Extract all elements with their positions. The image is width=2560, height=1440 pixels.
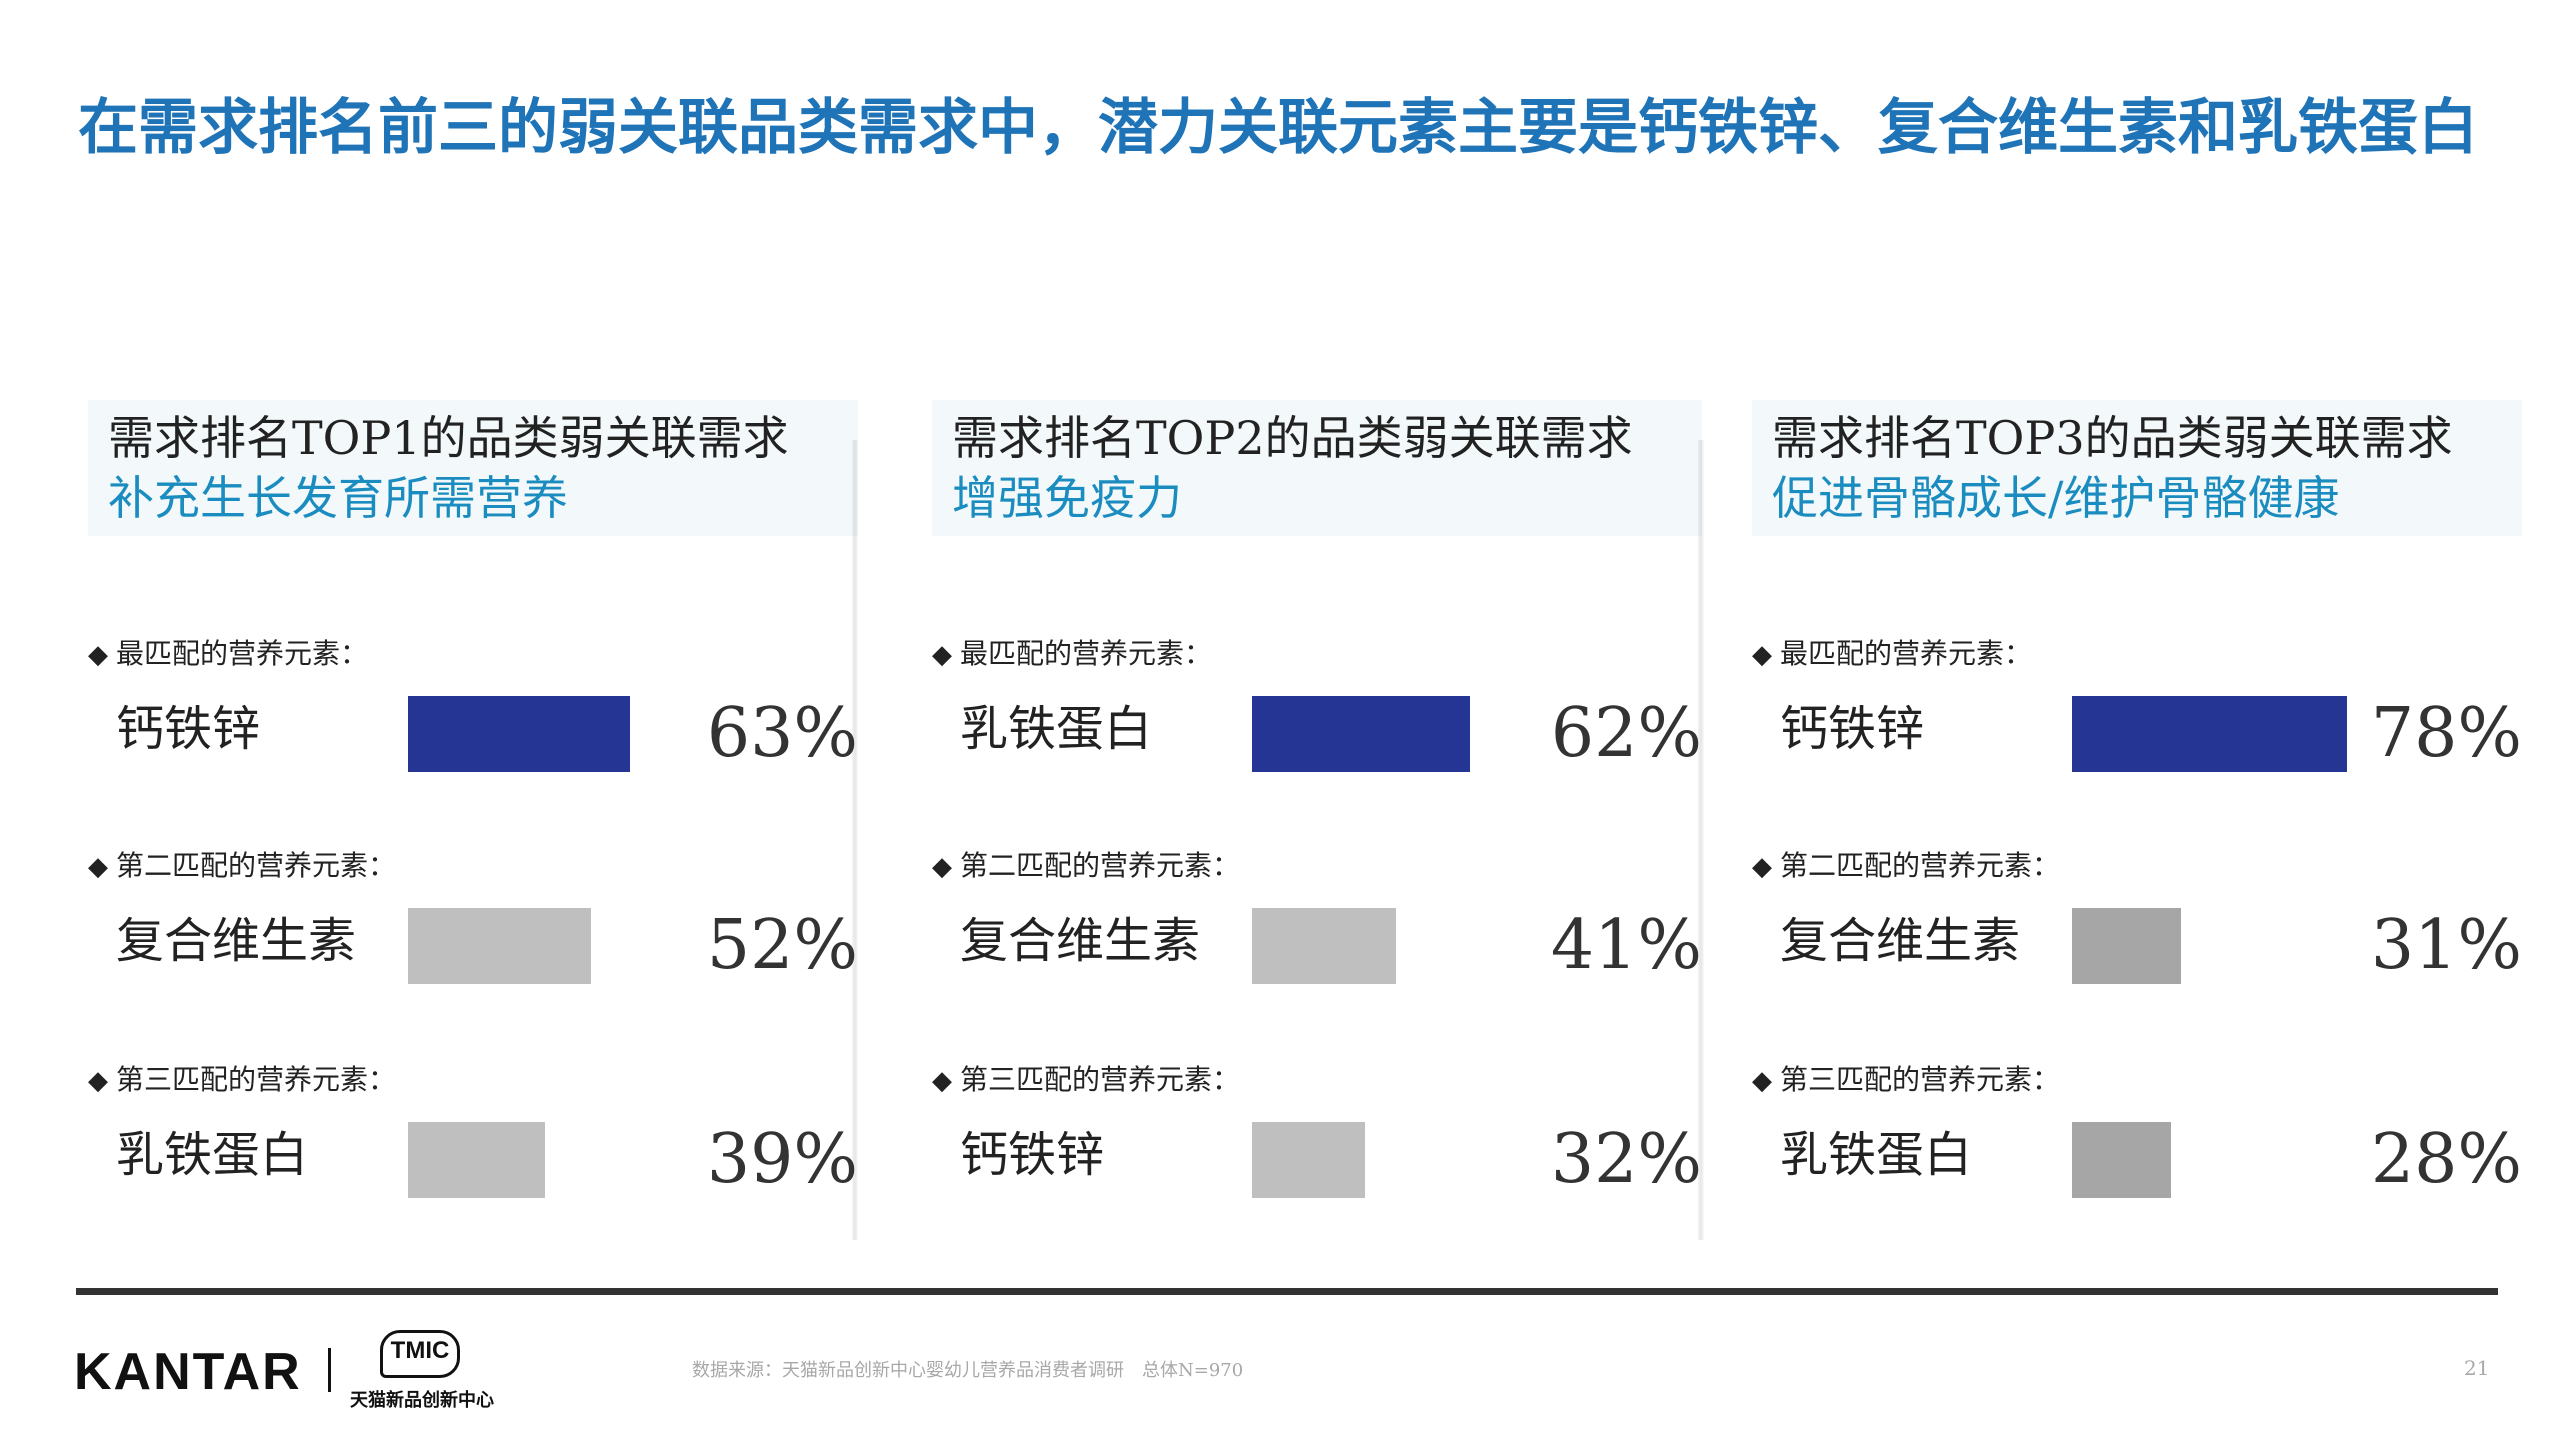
value-bar xyxy=(2072,908,2181,984)
rank-label: ◆ 最匹配的营养元素： xyxy=(1752,634,2032,675)
panel-divider xyxy=(1698,440,1704,1240)
value-label: 28% xyxy=(2370,1120,2522,1199)
panel-subtitle: 补充生长发育所需营养 xyxy=(108,471,568,525)
chart-row: ◆ 最匹配的营养元素： 乳铁蛋白 62% xyxy=(922,634,1742,844)
rank-label: ◆ 第三匹配的营养元素： xyxy=(1752,1060,2060,1101)
rank-label-text: 第三匹配的营养元素： xyxy=(116,1063,397,1096)
kantar-logo: KANTAR xyxy=(74,1343,302,1401)
tmic-logo-icon: TMIC xyxy=(380,1330,460,1378)
chart-row: ◆ 最匹配的营养元素： 钙铁锌 78% xyxy=(1742,634,2560,844)
rank-label-text: 最匹配的营养元素： xyxy=(1780,637,2033,670)
footer-rule xyxy=(76,1288,2498,1295)
value-label: 41% xyxy=(1550,906,1702,985)
rank-label: ◆ 第二匹配的营养元素： xyxy=(1752,846,2060,887)
value-bar xyxy=(2072,1122,2171,1198)
value-bar xyxy=(1252,696,1470,772)
chart-row: ◆ 第三匹配的营养元素： 钙铁锌 32% xyxy=(922,1060,1742,1270)
value-bar xyxy=(1252,908,1396,984)
value-label: 63% xyxy=(706,694,858,773)
diamond-bullet-icon: ◆ xyxy=(932,852,952,882)
chart-panel-3: 需求排名TOP3的品类弱关联需求 促进骨骼成长/维护骨骼健康 ◆ 最匹配的营养元素： 钙… xyxy=(1742,400,2560,1250)
chart-panel-2: 需求排名TOP2的品类弱关联需求 增强免疫力 ◆ 最匹配的营养元素： 乳铁蛋白 62% ◆ 第… xyxy=(922,400,1742,1250)
nutrient-name: 乳铁蛋白 xyxy=(960,701,1153,757)
chart-row: ◆ 第二匹配的营养元素： 复合维生素 41% xyxy=(922,846,1742,1056)
value-label: 39% xyxy=(706,1120,858,1199)
value-label: 78% xyxy=(2370,694,2522,773)
value-label: 32% xyxy=(1550,1120,1702,1199)
page-title: 在需求排名前三的弱关联品类需求中，潜力关联元素主要是钙铁锌、复合维生素和乳铁蛋白 xyxy=(78,93,2478,163)
value-label: 62% xyxy=(1550,694,1702,773)
panel-header: 需求排名TOP2的品类弱关联需求 增强免疫力 xyxy=(932,400,1702,536)
rank-label: ◆ 第二匹配的营养元素： xyxy=(932,846,1240,887)
diamond-bullet-icon: ◆ xyxy=(88,640,108,670)
chart-panel-1: 需求排名TOP1的品类弱关联需求 补充生长发育所需营养 ◆ 最匹配的营养元素： 钙铁锌 6… xyxy=(78,400,898,1250)
tmic-logo-text: TMIC xyxy=(390,1337,450,1364)
chart-row: ◆ 最匹配的营养元素： 钙铁锌 63% xyxy=(78,634,898,844)
value-label: 52% xyxy=(706,906,858,985)
rank-label-text: 最匹配的营养元素： xyxy=(116,637,369,670)
rank-label: ◆ 第三匹配的营养元素： xyxy=(932,1060,1240,1101)
rank-label-text: 第二匹配的营养元素： xyxy=(960,849,1241,882)
diamond-bullet-icon: ◆ xyxy=(932,640,952,670)
value-bar xyxy=(2072,696,2347,772)
rank-label: ◆ 最匹配的营养元素： xyxy=(932,634,1212,675)
rank-label: ◆ 第二匹配的营养元素： xyxy=(88,846,396,887)
rank-label-text: 第二匹配的营养元素： xyxy=(116,849,397,882)
page-number: 21 xyxy=(2464,1356,2490,1380)
panel-subtitle: 增强免疫力 xyxy=(952,471,1182,525)
nutrient-name: 复合维生素 xyxy=(1780,913,2021,969)
value-bar xyxy=(408,908,591,984)
rank-label-text: 第三匹配的营养元素： xyxy=(1780,1063,2061,1096)
rank-label-text: 最匹配的营养元素： xyxy=(960,637,1213,670)
panel-subtitle: 促进骨骼成长/维护骨骼健康 xyxy=(1772,471,2340,525)
diamond-bullet-icon: ◆ xyxy=(1752,852,1772,882)
panel-title: 需求排名TOP1的品类弱关联需求 xyxy=(108,411,789,465)
nutrient-name: 复合维生素 xyxy=(960,913,1201,969)
data-source-note: 数据来源：天猫新品创新中心婴幼儿营养品消费者调研 总体N=970 xyxy=(692,1360,1244,1381)
diamond-bullet-icon: ◆ xyxy=(1752,640,1772,670)
chart-row: ◆ 第三匹配的营养元素： 乳铁蛋白 28% xyxy=(1742,1060,2560,1270)
rank-label: ◆ 最匹配的营养元素： xyxy=(88,634,368,675)
nutrient-name: 钙铁锌 xyxy=(1780,701,1925,757)
nutrient-name: 钙铁锌 xyxy=(960,1127,1105,1183)
diamond-bullet-icon: ◆ xyxy=(88,852,108,882)
panel-title: 需求排名TOP2的品类弱关联需求 xyxy=(952,411,1633,465)
value-bar xyxy=(408,1122,545,1198)
tmic-caption: 天猫新品创新中心 xyxy=(350,1390,494,1411)
value-bar xyxy=(408,696,630,772)
value-bar xyxy=(1252,1122,1365,1198)
diamond-bullet-icon: ◆ xyxy=(932,1066,952,1096)
diamond-bullet-icon: ◆ xyxy=(88,1066,108,1096)
rank-label: ◆ 第三匹配的营养元素： xyxy=(88,1060,396,1101)
panel-title: 需求排名TOP3的品类弱关联需求 xyxy=(1772,411,2453,465)
rank-label-text: 第三匹配的营养元素： xyxy=(960,1063,1241,1096)
value-label: 31% xyxy=(2370,906,2522,985)
panel-header: 需求排名TOP1的品类弱关联需求 补充生长发育所需营养 xyxy=(88,400,858,536)
rank-label-text: 第二匹配的营养元素： xyxy=(1780,849,2061,882)
panel-header: 需求排名TOP3的品类弱关联需求 促进骨骼成长/维护骨骼健康 xyxy=(1752,400,2522,536)
chart-row: ◆ 第二匹配的营养元素： 复合维生素 52% xyxy=(78,846,898,1056)
logo-separator xyxy=(328,1348,331,1392)
nutrient-name: 乳铁蛋白 xyxy=(116,1127,309,1183)
nutrient-name: 钙铁锌 xyxy=(116,701,261,757)
nutrient-name: 乳铁蛋白 xyxy=(1780,1127,1973,1183)
diamond-bullet-icon: ◆ xyxy=(1752,1066,1772,1096)
chart-row: ◆ 第二匹配的营养元素： 复合维生素 31% xyxy=(1742,846,2560,1056)
panel-divider xyxy=(852,440,858,1240)
chart-row: ◆ 第三匹配的营养元素： 乳铁蛋白 39% xyxy=(78,1060,898,1270)
nutrient-name: 复合维生素 xyxy=(116,913,357,969)
